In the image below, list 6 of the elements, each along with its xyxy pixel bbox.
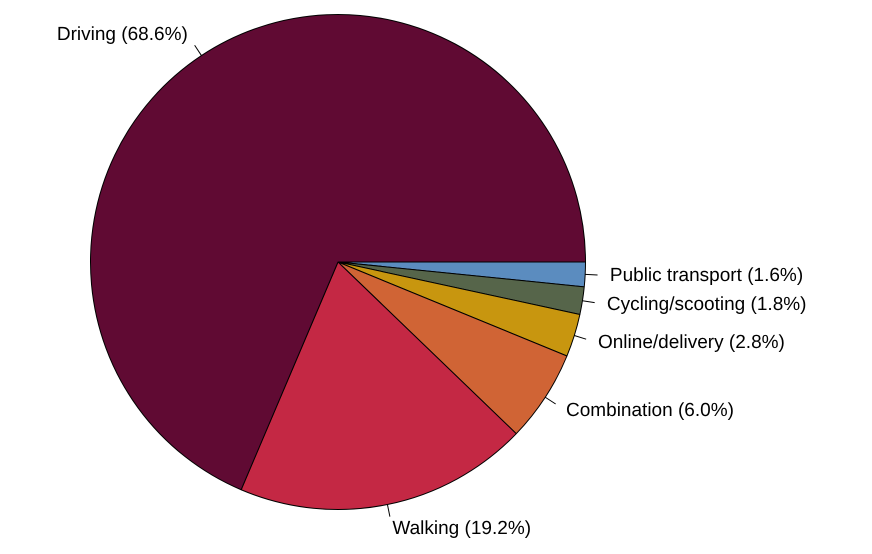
slice-label: Online/delivery (2.8%): [598, 332, 785, 354]
slice-label: Walking (19.2%): [392, 518, 532, 539]
slice-label: Cycling/scooting (1.8%): [606, 294, 806, 315]
slice-label: Combination (6.0%): [566, 400, 734, 421]
slice-label: Public transport (1.6%): [610, 264, 804, 286]
slice-label: Driving (68.6%): [56, 24, 188, 46]
